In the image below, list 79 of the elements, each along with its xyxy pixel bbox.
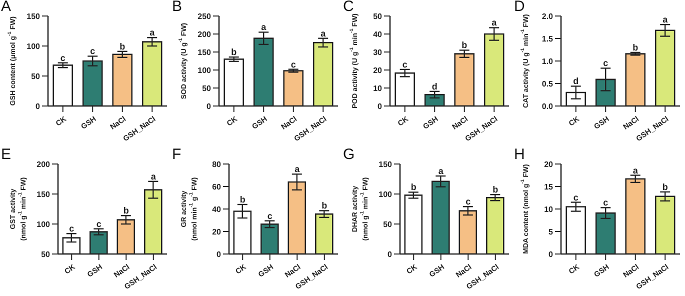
- y-tick-label: 20: [212, 227, 222, 236]
- annotation: b: [492, 184, 499, 195]
- annotation: b: [123, 206, 130, 216]
- annotation: c: [60, 52, 66, 63]
- annotation: c: [603, 198, 608, 208]
- annotation: a: [294, 164, 301, 174]
- chart-title: B: [172, 0, 182, 15]
- y-tick-label: 0: [548, 250, 554, 259]
- annotation: c: [96, 218, 102, 229]
- y-tick-label: 0.5: [542, 79, 554, 88]
- annotation: c: [603, 58, 608, 68]
- chart-title: E: [1, 146, 12, 163]
- y-tick-label: 60: [212, 182, 222, 192]
- y-tick-label: 200: [36, 160, 51, 169]
- annotation: c: [573, 192, 578, 202]
- annotation: c: [69, 224, 74, 234]
- y-tick-label: 10: [373, 84, 383, 93]
- y-tick-label: 10: [544, 204, 554, 214]
- chart-title: A: [1, 0, 12, 15]
- annotation: b: [120, 41, 126, 52]
- annotation: b: [240, 194, 246, 204]
- y-tick-label: 1.0: [542, 56, 554, 66]
- y-tick-label: 100: [198, 66, 212, 75]
- y-tick-label: 0: [206, 102, 212, 111]
- annotation: b: [662, 182, 668, 192]
- y-tick-label: 0.0: [542, 102, 554, 111]
- annotation: b: [410, 182, 417, 192]
- y-tick-label: 100: [26, 42, 41, 51]
- y-tick-label: 200: [198, 30, 212, 39]
- y-tick-label: 40: [373, 30, 383, 39]
- y-tick-label: 100: [36, 220, 51, 229]
- y-tick-label: 100: [378, 190, 393, 199]
- y-tick-label: 150: [378, 160, 393, 169]
- annotation: b: [322, 200, 328, 211]
- annotation: b: [462, 40, 468, 50]
- annotation: a: [150, 28, 156, 38]
- y-tick-label: 50: [373, 12, 383, 21]
- y-tick-label: 2.0: [542, 12, 554, 21]
- annotation: a: [320, 28, 327, 38]
- chart-title: F: [172, 146, 182, 163]
- y-tick-label: 50: [31, 72, 41, 81]
- y-tick-label: 150: [198, 48, 212, 57]
- annotation: a: [662, 14, 669, 25]
- y-tick-label: 0: [378, 102, 383, 111]
- y-tick-label: 80: [212, 160, 222, 169]
- chart-title: G: [343, 146, 355, 163]
- annotation: d: [432, 81, 438, 92]
- annotation: c: [466, 196, 471, 207]
- annotation: c: [90, 46, 96, 56]
- annotation: a: [438, 166, 444, 176]
- annotation: b: [231, 47, 238, 58]
- annotation: a: [150, 171, 157, 182]
- annotation: a: [632, 165, 639, 176]
- y-tick-label: 0: [36, 102, 41, 111]
- annotation: a: [492, 18, 498, 28]
- y-tick-label: 50: [41, 250, 51, 259]
- y-tick-label: 5: [548, 227, 554, 236]
- y-tick-label: 0: [216, 250, 222, 259]
- annotation: c: [290, 59, 296, 70]
- chart-title: C: [343, 0, 354, 15]
- y-tick-label: 1.5: [542, 34, 554, 44]
- annotation: b: [632, 42, 639, 52]
- annotation: d: [573, 76, 579, 86]
- y-tick-label: 0: [388, 250, 393, 259]
- y-tick-label: 50: [383, 220, 393, 229]
- annotation: c: [267, 210, 272, 221]
- y-tick-label: 50: [202, 84, 212, 93]
- y-tick-label: 15: [544, 182, 554, 192]
- y-tick-label: 20: [544, 160, 554, 169]
- y-tick-label: 30: [373, 48, 383, 57]
- y-tick-label: 150: [26, 12, 41, 21]
- y-tick-label: 150: [36, 190, 51, 199]
- y-tick-label: 20: [373, 66, 383, 75]
- chart-title: D: [514, 0, 525, 15]
- annotation: a: [261, 22, 268, 32]
- y-tick-label: 250: [198, 12, 212, 21]
- chart-title: H: [514, 146, 525, 163]
- y-tick-label: 40: [212, 204, 222, 214]
- annotation: c: [402, 59, 408, 70]
